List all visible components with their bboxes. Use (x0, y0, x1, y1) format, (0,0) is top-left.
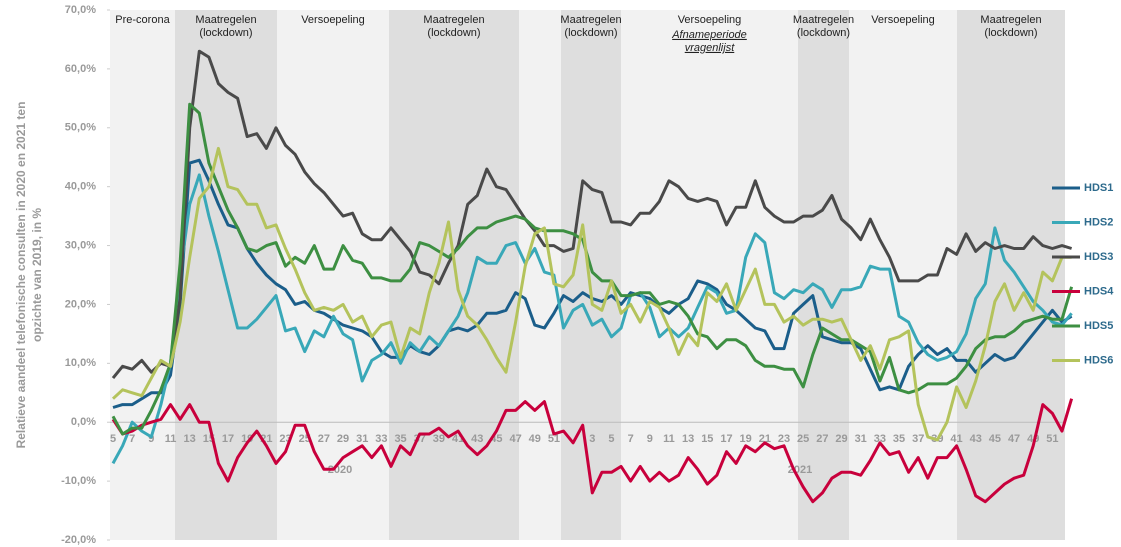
x-tick-label: 27 (318, 433, 330, 445)
x-tick-label: 35 (394, 433, 406, 445)
x-tick-label: 9 (148, 433, 154, 445)
x-tick-label: 5 (110, 433, 116, 445)
period-label: (lockdown) (564, 27, 617, 39)
legend-label: HDS6 (1084, 354, 1113, 366)
x-tick-label: 29 (835, 433, 847, 445)
legend-label: HDS5 (1084, 320, 1113, 332)
period-band (561, 10, 621, 540)
period-band (798, 10, 849, 540)
y-tick-label: 40,0% (65, 181, 96, 193)
period-note: vragenlijst (685, 42, 735, 54)
x-tick-label: 39 (433, 433, 445, 445)
x-tick-label: 47 (509, 433, 521, 445)
x-tick-label: 3 (589, 433, 595, 445)
x-tick-label: 33 (874, 433, 886, 445)
period-label: (lockdown) (199, 27, 252, 39)
period-label: (lockdown) (797, 27, 850, 39)
series-line (111, 49, 1073, 380)
x-tick-label: 5 (608, 433, 614, 445)
y-tick-label: 50,0% (65, 122, 96, 134)
legend-label: HDS4 (1084, 285, 1114, 297)
x-tick-label: 43 (471, 433, 483, 445)
period-label: Versoepeling (678, 14, 742, 26)
y-tick-label: 0,0% (71, 416, 96, 428)
x-tick-label: 41 (950, 433, 962, 445)
period-label: Maatregelen (423, 14, 484, 26)
x-tick-label: 33 (375, 433, 387, 445)
legend-label: HDS3 (1084, 251, 1113, 263)
x-tick-label: 17 (222, 433, 234, 445)
y-tick-label: -10,0% (61, 475, 96, 487)
x-tick-label: 43 (970, 433, 982, 445)
series-line (111, 102, 1074, 436)
period-label: (lockdown) (427, 27, 480, 39)
x-tick-label: 49 (529, 433, 541, 445)
series-line (111, 146, 1072, 442)
y-tick-label: 20,0% (65, 298, 96, 310)
x-tick-label: 19 (241, 433, 253, 445)
x-tick-label: 17 (720, 433, 732, 445)
x-tick-label: 35 (893, 433, 905, 445)
series-line (111, 398, 1074, 504)
y-axis-title: Relatieve aandeel telefonische consulten… (14, 102, 28, 449)
x-tick-label: 45 (989, 433, 1001, 445)
period-label: Maatregelen (195, 14, 256, 26)
x-tick-label: 15 (701, 433, 713, 445)
x-tick-label: 27 (816, 433, 828, 445)
x-tick-label: 9 (647, 433, 653, 445)
legend-label: HDS1 (1084, 182, 1113, 194)
x-tick-label: 21 (759, 433, 771, 445)
x-tick-label: 11 (165, 433, 177, 445)
x-tick-label: 7 (129, 433, 135, 445)
x-tick-label: 31 (855, 433, 867, 445)
x-tick-label: 13 (682, 433, 694, 445)
period-label: Pre-corona (115, 14, 170, 26)
x-tick-label: 51 (548, 433, 560, 445)
period-label: Versoepeling (301, 14, 365, 26)
x-tick-label: 31 (356, 433, 368, 445)
x-tick-label: 25 (797, 433, 809, 445)
period-label: Maatregelen (560, 14, 621, 26)
period-label: (lockdown) (984, 27, 1037, 39)
period-label: Maatregelen (980, 14, 1041, 26)
x-tick-label: 29 (337, 433, 349, 445)
x-tick-label: 19 (740, 433, 752, 445)
y-axis-title: opzichte van 2019, in % (30, 208, 44, 342)
series-line (111, 173, 1073, 465)
y-tick-label: -20,0% (61, 534, 96, 546)
x-tick-label: 13 (184, 433, 196, 445)
y-tick-label: 30,0% (65, 239, 96, 251)
period-band (389, 10, 519, 540)
y-tick-label: 10,0% (65, 357, 96, 369)
period-label: Versoepeling (871, 14, 935, 26)
x-tick-label: 37 (912, 433, 924, 445)
legend-label: HDS2 (1084, 216, 1113, 228)
period-note: Afnameperiode (671, 29, 747, 41)
x-tick-label: 11 (663, 433, 675, 445)
y-tick-label: 70,0% (65, 4, 96, 16)
y-tick-label: 60,0% (65, 63, 96, 75)
x-tick-label: 51 (1046, 433, 1058, 445)
x-tick-label: 47 (1008, 433, 1020, 445)
period-band (957, 10, 1065, 540)
x-tick-label: 23 (778, 433, 790, 445)
period-label: Maatregelen (793, 14, 854, 26)
x-tick-label: 7 (628, 433, 634, 445)
